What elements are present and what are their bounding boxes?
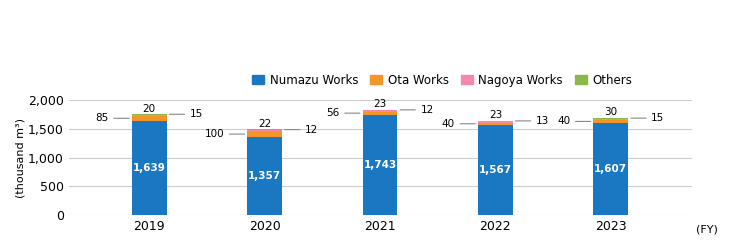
Bar [593,119,628,120]
Text: 1,607: 1,607 [594,164,627,174]
Text: 23: 23 [373,99,386,109]
Text: (FY): (FY) [696,224,718,234]
Text: 20: 20 [143,104,156,114]
Bar [132,116,166,121]
Text: 15: 15 [190,109,203,119]
Bar [363,115,397,215]
Text: 40: 40 [557,117,570,126]
Legend: Numazu Works, Ota Works, Nagoya Works, Others: Numazu Works, Ota Works, Nagoya Works, O… [247,69,637,92]
Bar [593,120,628,123]
Text: 1,639: 1,639 [132,163,166,173]
Text: 22: 22 [258,119,272,129]
Y-axis label: (thousand m³): (thousand m³) [15,118,25,198]
Bar [247,129,282,130]
Text: 56: 56 [326,108,339,118]
Bar [478,121,513,123]
Bar [132,115,166,116]
Bar [593,123,628,215]
Bar [247,137,282,215]
Bar [478,123,513,125]
Bar [363,110,397,112]
Text: 15: 15 [651,113,665,123]
Text: 12: 12 [305,125,318,135]
Bar [247,131,282,137]
Bar [132,114,166,115]
Bar [132,121,166,215]
Text: 1,567: 1,567 [479,165,512,175]
Text: 1,743: 1,743 [364,160,397,170]
Bar [593,118,628,119]
Text: 1,357: 1,357 [248,171,281,181]
Text: 13: 13 [536,116,549,126]
Text: 85: 85 [96,113,109,123]
Text: 12: 12 [420,105,434,115]
Bar [247,130,282,131]
Bar [363,112,397,115]
Text: 40: 40 [442,119,455,129]
Text: 100: 100 [205,129,224,139]
Text: 23: 23 [489,110,502,120]
Bar [478,125,513,215]
Text: 30: 30 [604,107,618,117]
